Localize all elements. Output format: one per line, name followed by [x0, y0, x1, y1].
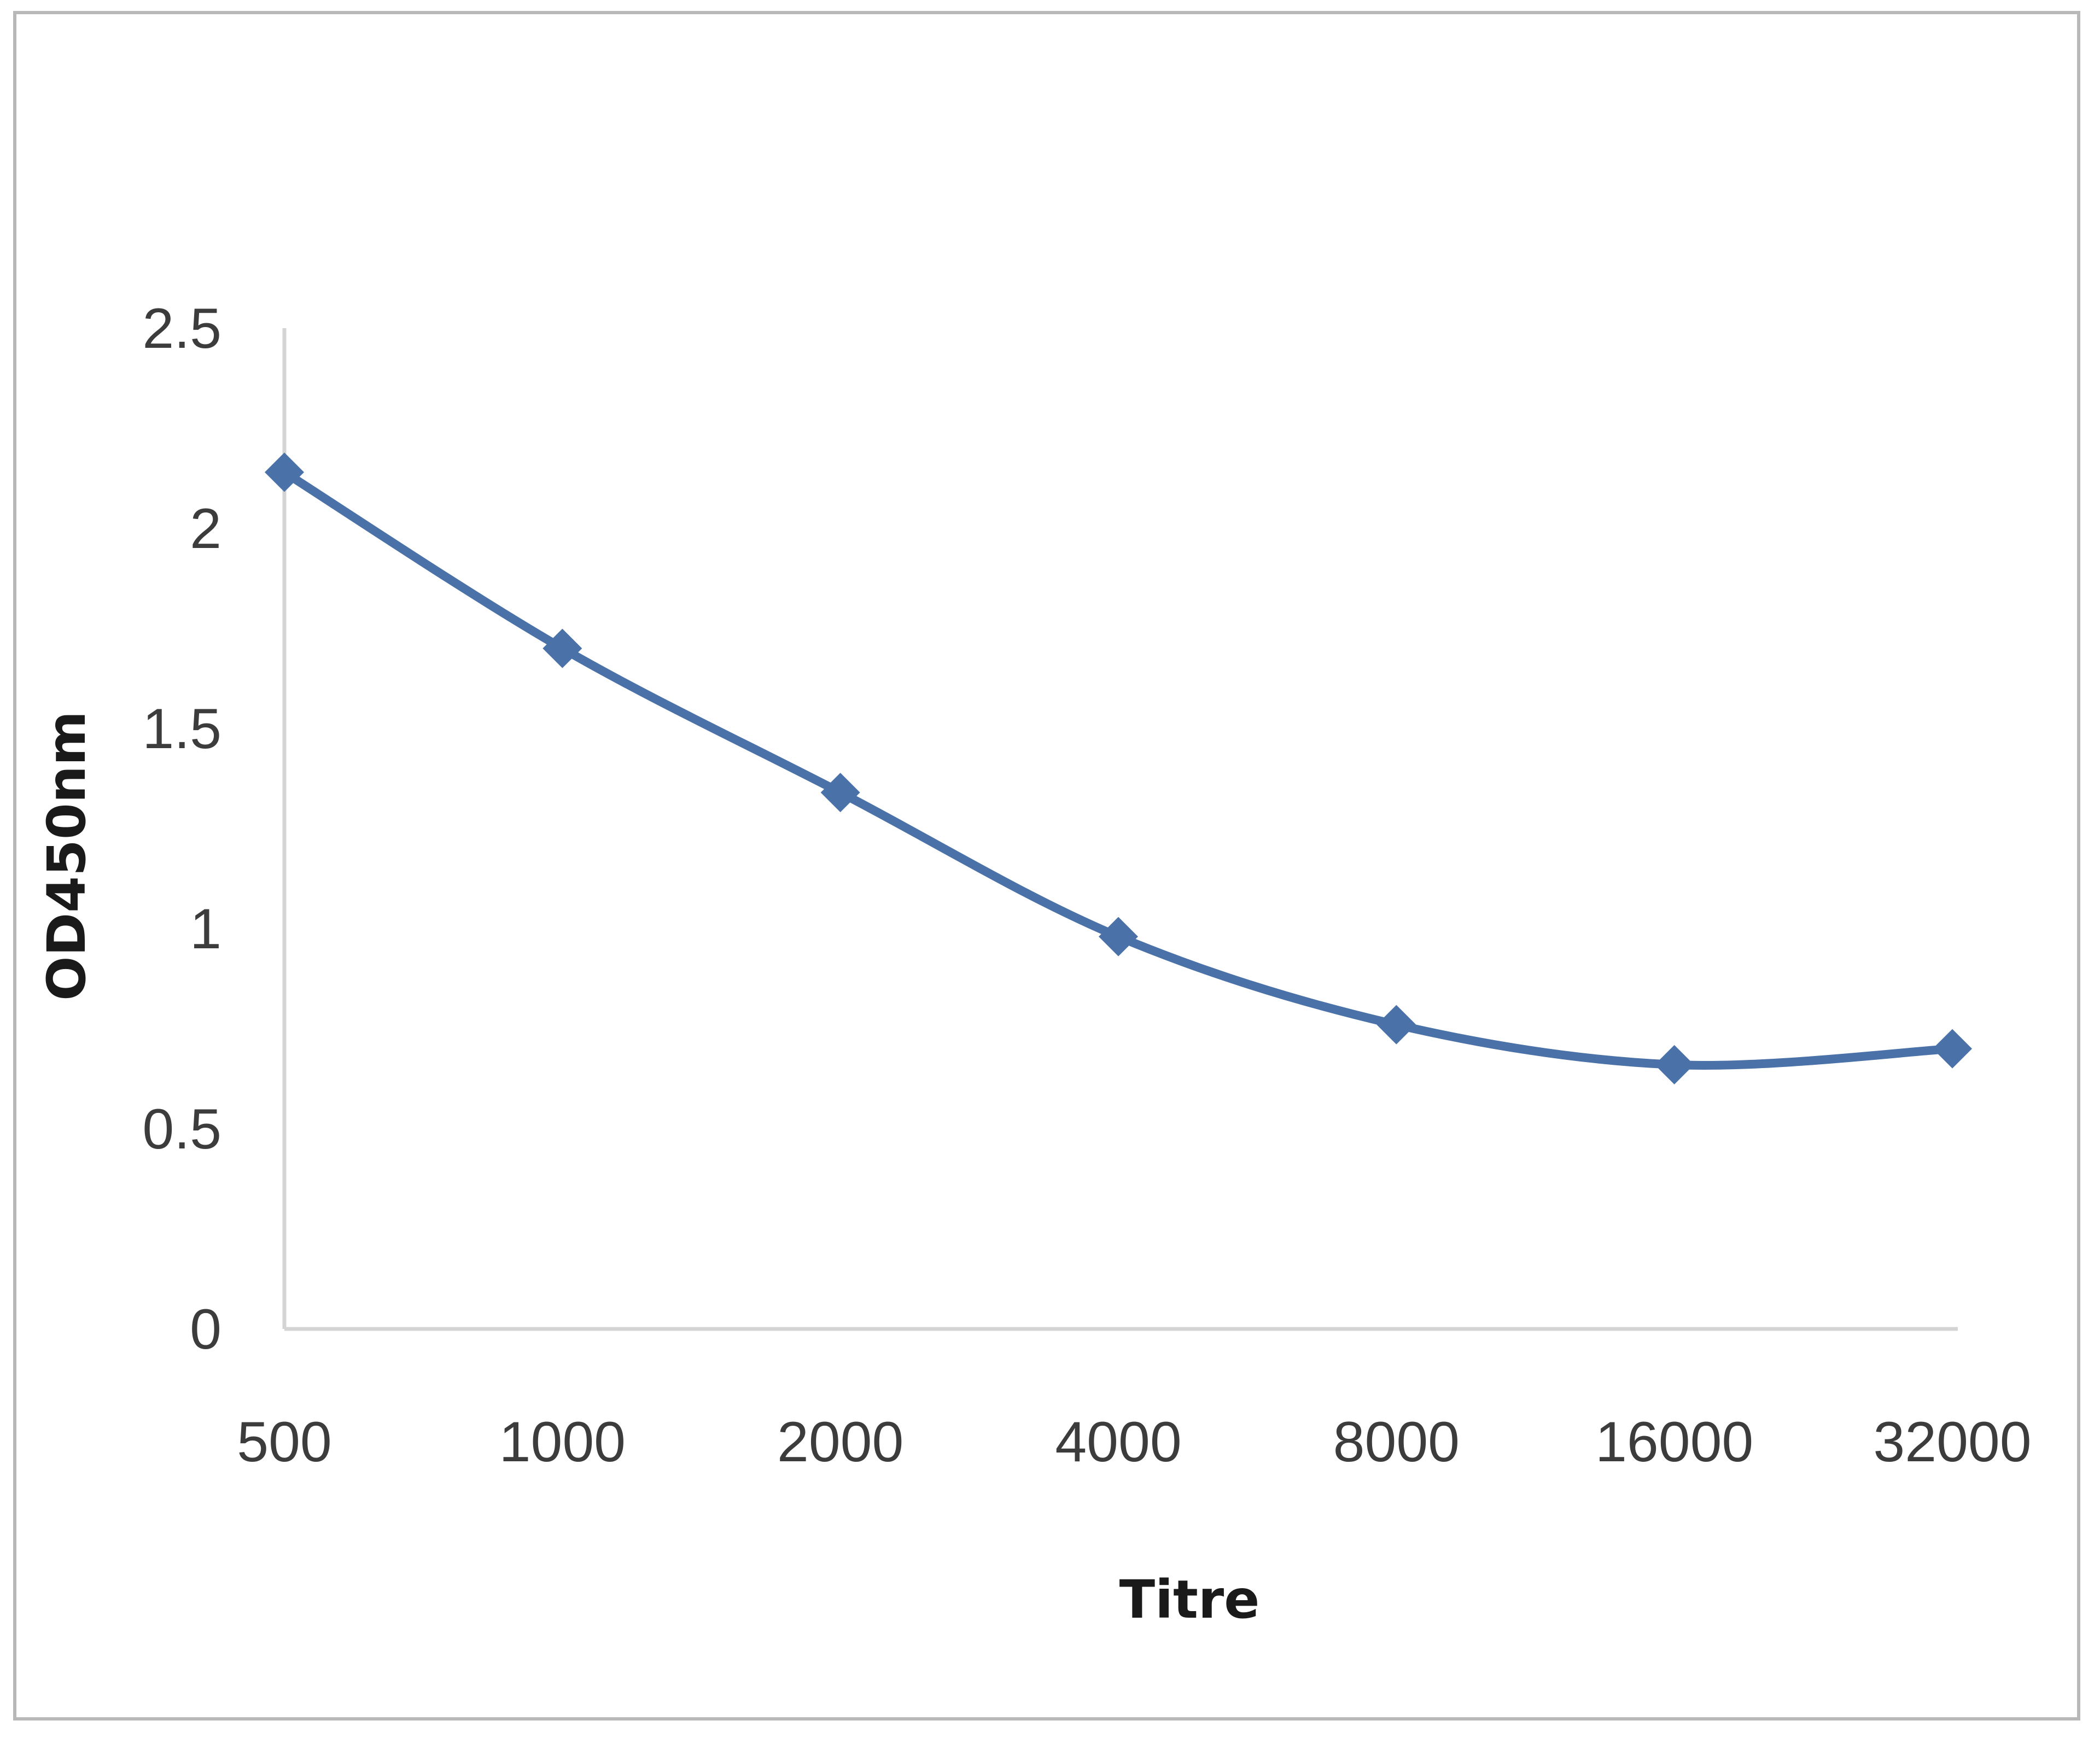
y-tick-label: 0.5: [142, 1098, 221, 1161]
data-point-marker: [1654, 1045, 1694, 1084]
y-axis-ticks: 0 0.5 1 1.5 2 2.5: [142, 297, 221, 1361]
data-point-marker: [542, 628, 582, 668]
x-tick-label: 8000: [1333, 1410, 1460, 1474]
series-group: [265, 452, 1972, 1084]
data-point-marker: [1376, 1005, 1416, 1045]
x-tick-label: 32000: [1873, 1410, 2031, 1474]
y-tick-label: 1.5: [142, 697, 221, 761]
x-tick-label: 16000: [1595, 1410, 1753, 1474]
data-point-marker: [1933, 1029, 1972, 1069]
y-tick-label: 1: [190, 897, 221, 961]
y-tick-label: 2.5: [142, 297, 221, 360]
data-point-marker: [820, 773, 860, 813]
data-point-marker: [1099, 917, 1138, 957]
x-axis-ticks: 500 1000 2000 4000 8000 16000 32000: [237, 1410, 2031, 1474]
y-tick-label: 0: [190, 1298, 221, 1361]
y-axis-title: OD450nm: [36, 711, 97, 1001]
axes: [282, 328, 1958, 1331]
x-tick-label: 1000: [499, 1410, 626, 1474]
x-tick-label: 4000: [1055, 1410, 1181, 1474]
x-axis-title: Titre: [1119, 1569, 1260, 1630]
y-tick-label: 2: [190, 497, 221, 561]
data-point-marker: [265, 452, 304, 492]
series-line: [280, 468, 1957, 1070]
x-tick-label: 500: [237, 1410, 332, 1474]
x-tick-label: 2000: [777, 1410, 903, 1474]
chart-frame: [13, 11, 2080, 1720]
